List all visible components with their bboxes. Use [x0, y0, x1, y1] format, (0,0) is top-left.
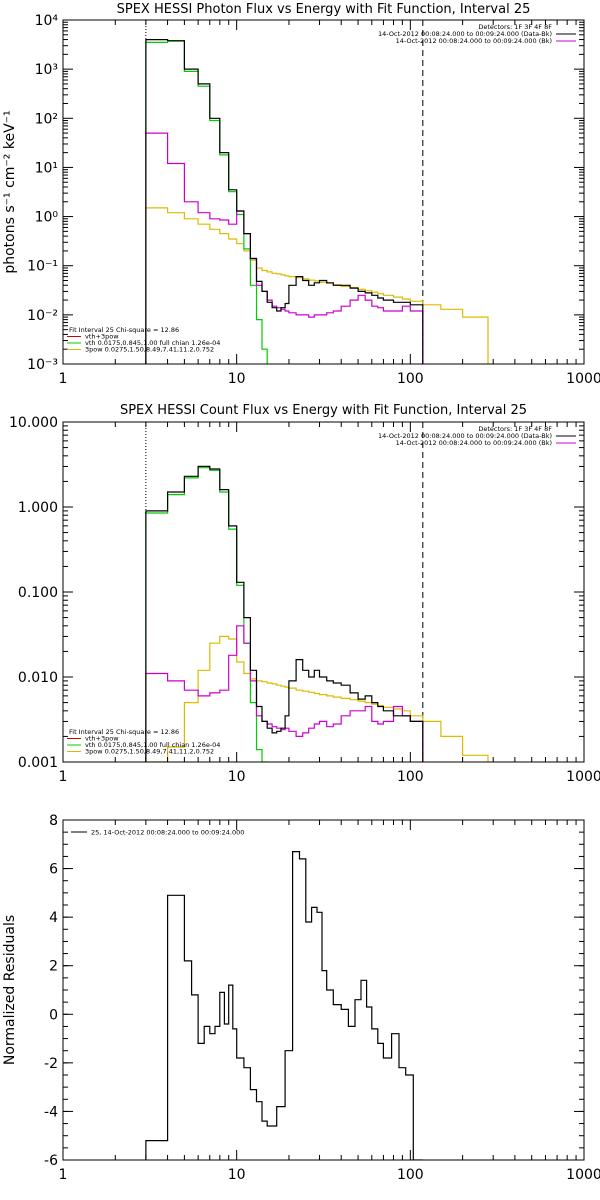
y-tick-label: 10⁰ [35, 210, 59, 226]
y-tick-label: 10⁻¹ [27, 259, 58, 275]
fit-legend: Fit Interval 25 Chi-square = 12.86vth+3p… [67, 326, 220, 354]
header-line: 14-Oct-2012 00:08:24.000 to 00:09:24.000… [396, 37, 552, 45]
y-tick-label: 2 [49, 959, 58, 975]
fit-line: Fit Interval 25 Chi-square = 12.86 [69, 326, 179, 334]
x-tick-label: 1000 [566, 769, 600, 785]
legend-label: 25, 14-Oct-2012 00:08:24.000 to 00:09:24… [91, 829, 244, 837]
y-tick-label: 0 [49, 1007, 58, 1023]
y-tick-label: 0.010 [18, 670, 58, 686]
fit-line: 3pow 0.0275,1.50,8.49,7.41,11.2,0.752 [85, 346, 214, 354]
x-axis: 1 10 100 1000 [59, 422, 600, 785]
x-tick-label: 10 [228, 371, 246, 387]
series-vth [145, 40, 268, 364]
series-background [145, 625, 424, 762]
chart-panel-1: SPEX HESSI Photon Flux vs Energy with Fi… [2, 2, 600, 387]
x-axis: 1 10 100 1000 [59, 820, 600, 1183]
header-line: 14-Oct-2012 00:08:24.000 to 00:09:24.000… [378, 432, 552, 440]
chart-panel-3: 1 10 100 1000 -6 -4 -2 0 2 4 6 8 Normalized Residual… [2, 813, 600, 1183]
x-tick-label: 1000 [566, 1167, 600, 1183]
fit-line: vth+3pow [85, 735, 119, 743]
y-tick-label: 6 [49, 862, 58, 878]
y-axis: 10⁻³ 10⁻² 10⁻¹ 10⁰ 10¹ 10² 10³ 10⁴ [27, 13, 584, 373]
x-tick-label: 1 [59, 371, 68, 387]
x-tick-label: 100 [397, 1167, 424, 1183]
x-axis: 1 10 100 1000 [59, 20, 600, 387]
y-tick-label: 10.000 [9, 415, 58, 431]
fit-line: Fit Interval 25 Chi-square = 12.86 [69, 728, 179, 736]
header-line: Detectors: 1F 3F 4F 8F [478, 425, 552, 433]
x-tick-label: 1 [59, 769, 68, 785]
fit-line: vth 0.0175,0.845,1.00 full chian 1.26e-0… [85, 741, 220, 749]
y-tick-label: 10⁻³ [27, 357, 58, 373]
header-line: 14-Oct-2012 00:08:24.000 to 00:09:24.000… [378, 30, 552, 38]
plot-area [145, 851, 423, 1160]
y-tick-label: 1.000 [18, 500, 58, 516]
y-tick-label: 10² [35, 111, 58, 127]
series-vth [145, 467, 268, 762]
x-tick-label: 10 [228, 1167, 246, 1183]
y-axis-label: Normalized Residuals [2, 915, 18, 1065]
y-tick-label: 10¹ [35, 160, 58, 176]
series-data [145, 39, 424, 364]
y-tick-label: -2 [44, 1056, 58, 1072]
y-tick-label: 10³ [35, 62, 58, 78]
x-tick-label: 10 [228, 769, 246, 785]
axes-frame [62, 421, 585, 763]
header-line: 14-Oct-2012 00:08:24.000 to 00:09:24.000… [396, 439, 552, 447]
plot-area [145, 422, 489, 762]
fit-line: 3pow 0.0275,1.50,8.49,7.41,11.2,0.752 [85, 748, 214, 756]
x-tick-label: 1 [59, 1167, 68, 1183]
y-axis-label: photons s⁻¹ cm⁻² keV⁻¹ [2, 110, 18, 273]
axes-frame [62, 19, 585, 365]
series-residuals [145, 851, 423, 1160]
fit-line: vth+3pow [85, 333, 119, 341]
y-tick-label: 4 [49, 910, 58, 926]
chart-title: SPEX HESSI Photon Flux vs Energy with Fi… [117, 2, 531, 17]
y-tick-label: 0.001 [18, 755, 58, 771]
axes-frame [62, 819, 585, 1161]
y-tick-label: 10⁻² [27, 308, 58, 324]
y-axis: -6 -4 -2 0 2 4 6 8 [44, 813, 584, 1169]
x-tick-label: 100 [397, 371, 424, 387]
series-data [145, 465, 424, 762]
header-line: Detectors: 1F 3F 4F 8F [478, 23, 552, 31]
residual-legend: 25, 14-Oct-2012 00:08:24.000 to 00:09:24… [71, 829, 244, 837]
y-tick-label: -4 [44, 1104, 58, 1120]
fit-line: vth 0.0175,0.845,1.00 full chian 1.26e-0… [85, 339, 220, 347]
y-tick-label: 0.100 [18, 585, 58, 601]
x-tick-label: 100 [397, 769, 424, 785]
fit-legend: Fit Interval 25 Chi-square = 12.86vth+3p… [67, 728, 220, 756]
plot-area [145, 20, 489, 364]
series-background [145, 132, 424, 364]
chart-title: SPEX HESSI Count Flux vs Energy with Fit… [120, 403, 527, 418]
y-tick-label: 8 [49, 813, 58, 829]
chart-panel-2: SPEX HESSI Count Flux vs Energy with Fit… [9, 403, 600, 785]
y-tick-label: 10⁴ [35, 13, 59, 29]
y-axis: 0.001 0.010 0.100 1.000 10.000 [9, 415, 584, 771]
x-tick-label: 1000 [566, 371, 600, 387]
y-tick-label: -6 [44, 1153, 58, 1169]
